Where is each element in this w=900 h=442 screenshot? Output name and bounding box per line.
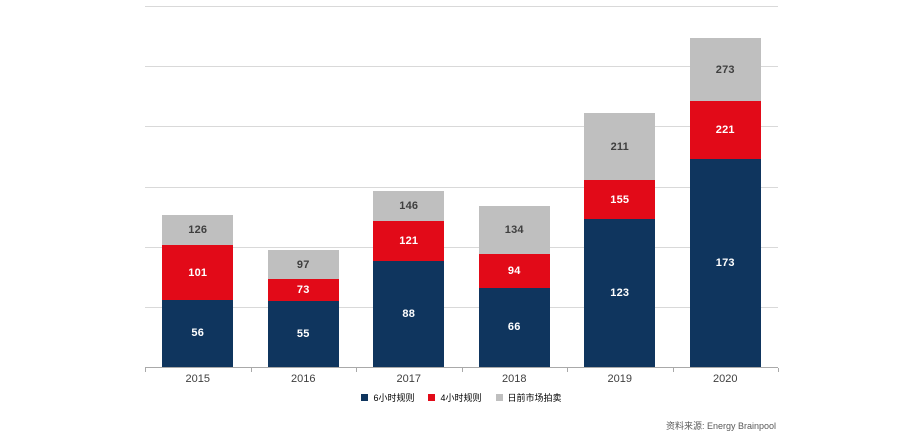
x-axis-label: 2016	[291, 373, 316, 385]
gridline	[145, 246, 778, 248]
x-axis-label: 2017	[396, 373, 421, 385]
chart-legend: 6小时规则 4小时规则 日前市场拍卖	[145, 391, 778, 404]
bar-value-label: 88	[402, 308, 416, 321]
x-axis-tick	[672, 368, 674, 372]
bar-value-label: 146	[399, 200, 419, 213]
x-axis-tick	[567, 368, 568, 372]
bar-value-label: 173	[715, 256, 735, 269]
x-axis-label: 2015	[185, 373, 210, 385]
x-axis-tick	[356, 368, 357, 372]
bar-segment: 146	[373, 191, 445, 222]
bar-segment: 273	[689, 38, 761, 102]
bar-segment: 173	[689, 158, 761, 367]
gridline	[145, 66, 778, 68]
legend-label: 6小时规则	[373, 393, 415, 403]
bar-value-label: 101	[188, 266, 208, 279]
x-axis-tick	[145, 368, 146, 372]
legend-label: 4小时规则	[440, 393, 482, 403]
bar-segment: 123	[584, 218, 656, 367]
bar-value-label: 94	[507, 264, 521, 277]
legend-swatch-icon	[428, 394, 436, 401]
bar-segment: 134	[478, 205, 550, 254]
bar-segment: 155	[584, 180, 656, 219]
legend-swatch-icon	[361, 394, 369, 401]
legend-item: 6小时规则	[361, 391, 414, 404]
legend-item: 4小时规则	[428, 391, 482, 404]
bar-value-label: 155	[610, 193, 630, 206]
gridline	[145, 6, 778, 7]
x-axis-tick	[461, 368, 463, 372]
x-axis-tick	[250, 368, 252, 372]
bar-segment: 101	[162, 245, 234, 300]
bar-segment: 94	[478, 253, 550, 288]
source-note: 资料来源: Energy Brainpool	[665, 421, 776, 431]
legend-label: 日前市场拍卖	[507, 393, 562, 403]
x-axis-tick	[778, 368, 779, 372]
bar-value-label: 56	[191, 327, 205, 340]
bar-value-label: 134	[504, 223, 524, 236]
bar-value-label: 123	[610, 286, 630, 299]
bar-segment: 121	[373, 221, 445, 262]
legend-item: 日前市场拍卖	[495, 391, 562, 404]
gridline	[145, 126, 778, 128]
legend-swatch-icon	[495, 394, 503, 401]
bar-segment: 126	[162, 215, 234, 246]
gridline	[145, 306, 778, 308]
x-axis-label: 2020	[713, 373, 738, 385]
bar-value-label: 221	[715, 123, 735, 136]
bar-segment: 211	[584, 113, 656, 181]
bar-value-label: 126	[188, 224, 208, 237]
bar-value-label: 66	[507, 321, 521, 334]
bar-value-label: 273	[715, 63, 735, 76]
bar-value-label: 97	[296, 258, 310, 271]
bar-segment: 56	[162, 299, 234, 367]
bar-value-label: 73	[296, 283, 310, 296]
x-axis-label: 2018	[502, 373, 527, 385]
bar-value-label: 121	[399, 235, 419, 248]
bar-segment: 73	[267, 279, 339, 301]
x-axis	[145, 367, 778, 368]
bar-segment: 88	[373, 261, 445, 367]
bar-segment: 221	[689, 101, 761, 159]
bar-segment: 55	[267, 300, 339, 367]
bar-value-label: 211	[610, 140, 629, 153]
x-axis-label: 2019	[607, 373, 632, 385]
bar-segment: 66	[478, 287, 550, 367]
bar-value-label: 55	[296, 327, 310, 340]
gridline	[145, 186, 778, 188]
bar-segment: 97	[267, 250, 339, 280]
